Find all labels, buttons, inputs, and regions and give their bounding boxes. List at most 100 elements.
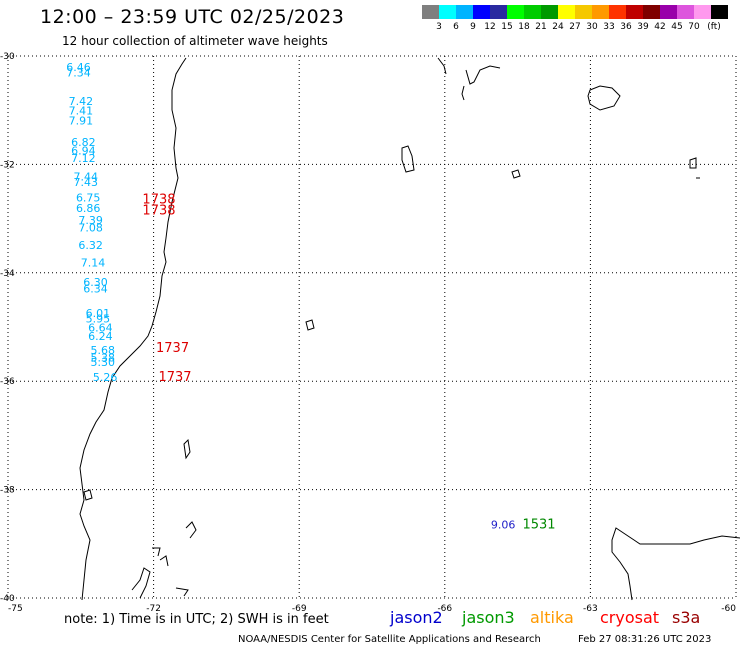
colorbar-swatch <box>524 5 541 19</box>
longitude-label: -72 <box>146 604 161 614</box>
cryosat-observation-value: 7.44 <box>74 171 99 184</box>
patagonia-fjord-islands <box>131 521 197 599</box>
small-island-mid <box>511 169 521 179</box>
longitude-label: -66 <box>437 604 452 614</box>
s3a-observation-value: 1737 <box>158 370 191 385</box>
small-island-south <box>305 319 315 331</box>
lake-coastline-north <box>437 57 621 111</box>
latitude-label: -38 <box>0 486 15 496</box>
colorbar-swatch <box>711 5 728 19</box>
longitude-label: -75 <box>8 604 23 614</box>
page-title: 12:00 – 23:59 UTC 02/25/2023 <box>40 6 345 28</box>
colorbar-tick-label: 39 <box>637 22 649 32</box>
cryosat-observation-value: 5.68 <box>91 344 116 357</box>
page-subtitle: 12 hour collection of altimeter wave hei… <box>62 34 328 48</box>
cryosat-observation-value: 6.75 <box>76 191 101 204</box>
longitude-label: -60 <box>721 604 736 614</box>
cryosat-observation-value: 5.95 <box>86 313 111 326</box>
colorbar-swatch <box>677 5 694 19</box>
colorbar-swatch <box>422 5 439 19</box>
latitude-label: -40 <box>0 594 15 604</box>
colorbar-swatch <box>541 5 558 19</box>
colorbar-tick-label: 18 <box>518 22 530 32</box>
colorbar-tick-label: 36 <box>620 22 632 32</box>
colorbar-tick-label: 3 <box>436 22 442 32</box>
colorbar-swatch <box>609 5 626 19</box>
colorbar-unit: (ft) <box>707 22 721 32</box>
colorbar-tick-label: 6 <box>453 22 459 32</box>
colorbar-swatch <box>456 5 473 19</box>
colorbar-tick-label: 27 <box>569 22 581 32</box>
colorbar-swatch <box>626 5 643 19</box>
longitude-label: -69 <box>292 604 307 614</box>
colorbar-swatch <box>439 5 456 19</box>
footer-timestamp: Feb 27 08:31:26 UTC 2023 <box>578 634 712 645</box>
legend-entry-s3a: s3a <box>672 608 701 627</box>
cryosat-observation-value: 6.01 <box>86 307 111 320</box>
colorbar-tick-label: 42 <box>654 22 666 32</box>
cryosat-observation-value: 5.30 <box>91 356 116 369</box>
cryosat-observation-value: 7.42 <box>69 95 94 108</box>
cryosat-observation-value: 6.30 <box>83 276 108 289</box>
colorbar-swatch <box>592 5 609 19</box>
peninsula-southeast-coastline <box>611 527 740 601</box>
footer-credit: NOAA/NESDIS Center for Satellite Applica… <box>238 634 541 645</box>
cryosat-observation-value: 6.82 <box>71 136 96 149</box>
latitude-label: -30 <box>0 52 15 62</box>
cryosat-observation-value: 6.32 <box>78 239 103 252</box>
colorbar-tick-label: 15 <box>501 22 513 32</box>
cryosat-observation-value: 6.94 <box>71 145 96 158</box>
cryosat-observation-value: 7.14 <box>81 256 106 269</box>
south-america-west-coastline <box>79 57 187 601</box>
legend-entry-cryosat: cryosat <box>600 608 660 627</box>
small-island-west <box>401 145 415 173</box>
cryosat-observation-value: 5.38 <box>91 352 116 365</box>
colorbar-swatch <box>575 5 592 19</box>
cryosat-observation-value: 7.12 <box>71 152 96 165</box>
colorbar-swatch <box>643 5 660 19</box>
jason3-observation-value: 1531 <box>522 518 555 533</box>
colorbar-swatch <box>660 5 677 19</box>
longitude-label: -63 <box>583 604 598 614</box>
colorbar-tick-label: 45 <box>671 22 683 32</box>
legend-entry-jason3: jason3 <box>462 608 515 627</box>
cryosat-observation-value: 7.08 <box>78 222 103 235</box>
cryosat-observation-value: 6.34 <box>83 282 108 295</box>
colorbar-tick-label: 12 <box>484 22 496 32</box>
latitude-label: -32 <box>0 160 15 170</box>
colorbar-swatch <box>473 5 490 19</box>
colorbar-swatch <box>558 5 575 19</box>
s3a-observation-value: 1737 <box>156 341 189 356</box>
colorbar-tick-label: 33 <box>603 22 615 32</box>
colorbar-tick-label: 70 <box>688 22 700 32</box>
cryosat-observation-value: 6.86 <box>76 202 101 215</box>
colorbar-swatch <box>694 5 711 19</box>
cryosat-observation-value: 7.91 <box>69 114 94 127</box>
cryosat-observation-value: 6.46 <box>66 61 91 74</box>
latitude-label: -34 <box>0 269 15 279</box>
cryosat-observation-value: 5.26 <box>93 371 118 384</box>
cryosat-observation-value: 7.34 <box>66 67 91 80</box>
cryosat-observation-value: 7.43 <box>74 176 99 189</box>
s3a-observation-value: 1738 <box>142 203 175 218</box>
cryosat-observation-value: 7.39 <box>78 214 103 227</box>
legend-entry-jason2: jason2 <box>390 608 443 627</box>
legend-entry-altika: altika <box>530 608 574 627</box>
colorbar-tick-label: 30 <box>586 22 598 32</box>
cryosat-observation-value: 6.24 <box>88 330 113 343</box>
cryosat-observation-value: 7.41 <box>69 105 94 118</box>
colorbar-swatch <box>507 5 524 19</box>
jason2-observation-value: 9.06 <box>491 519 516 532</box>
small-island-east <box>689 157 700 179</box>
note-text: note: 1) Time is in UTC; 2) SWH is in fe… <box>64 612 329 627</box>
cryosat-observation-value: 6.64 <box>88 321 113 334</box>
chiloe-island <box>83 489 93 501</box>
s3a-observation-value: 1738 <box>142 192 175 207</box>
colorbar-tick-label: 24 <box>552 22 564 32</box>
island-near-coast <box>183 438 191 460</box>
colorbar-swatch <box>490 5 507 19</box>
latitude-label: -36 <box>0 377 15 387</box>
colorbar-tick-label: 21 <box>535 22 547 32</box>
colorbar-tick-label: 9 <box>470 22 476 32</box>
